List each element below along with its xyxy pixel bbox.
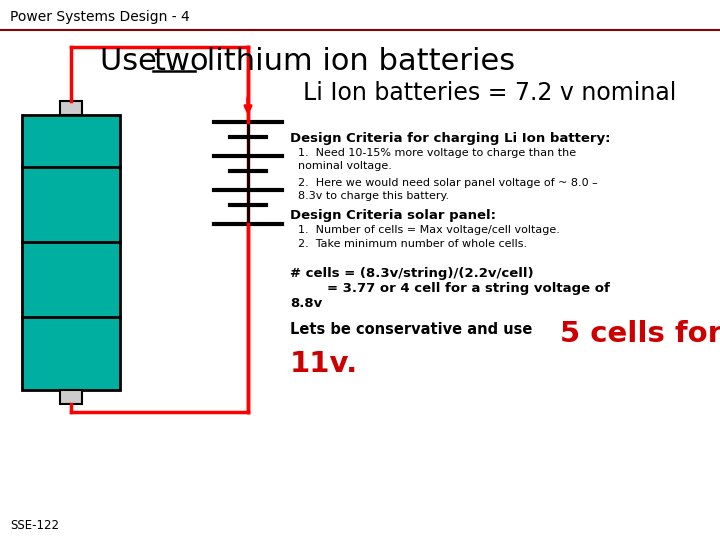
Text: lithium ion batteries: lithium ion batteries <box>197 48 515 77</box>
Text: SSE-122: SSE-122 <box>10 519 59 532</box>
Text: Design Criteria solar panel:: Design Criteria solar panel: <box>290 209 496 222</box>
Text: Lets be conservative and use: Lets be conservative and use <box>290 322 538 337</box>
Text: two: two <box>153 48 209 77</box>
Text: = 3.77 or 4 cell for a string voltage of: = 3.77 or 4 cell for a string voltage of <box>290 282 610 295</box>
Text: Li Ion batteries = 7.2 v nominal: Li Ion batteries = 7.2 v nominal <box>303 81 677 105</box>
Bar <box>60 101 82 115</box>
Text: 2.  Here we would need solar panel voltage of ~ 8.0 –
8.3v to charge this batter: 2. Here we would need solar panel voltag… <box>298 178 598 201</box>
Text: Use: Use <box>100 48 166 77</box>
Text: 1.  Need 10-15% more voltage to charge than the
nominal voltage.: 1. Need 10-15% more voltage to charge th… <box>298 148 576 171</box>
Text: Power Systems Design - 4: Power Systems Design - 4 <box>10 10 190 24</box>
Text: 8.8v: 8.8v <box>290 297 323 310</box>
Text: 11v.: 11v. <box>290 350 359 378</box>
Text: 5 cells for: 5 cells for <box>560 320 720 348</box>
Text: Design Criteria for charging Li Ion battery:: Design Criteria for charging Li Ion batt… <box>290 132 611 145</box>
Text: 1.  Number of cells = Max voltage/cell voltage.: 1. Number of cells = Max voltage/cell vo… <box>298 225 560 235</box>
Text: # cells = (8.3v/string)/(2.2v/cell): # cells = (8.3v/string)/(2.2v/cell) <box>290 267 534 280</box>
Bar <box>22 115 120 390</box>
Text: 2.  Take minimum number of whole cells.: 2. Take minimum number of whole cells. <box>298 239 527 249</box>
Bar <box>60 390 82 404</box>
